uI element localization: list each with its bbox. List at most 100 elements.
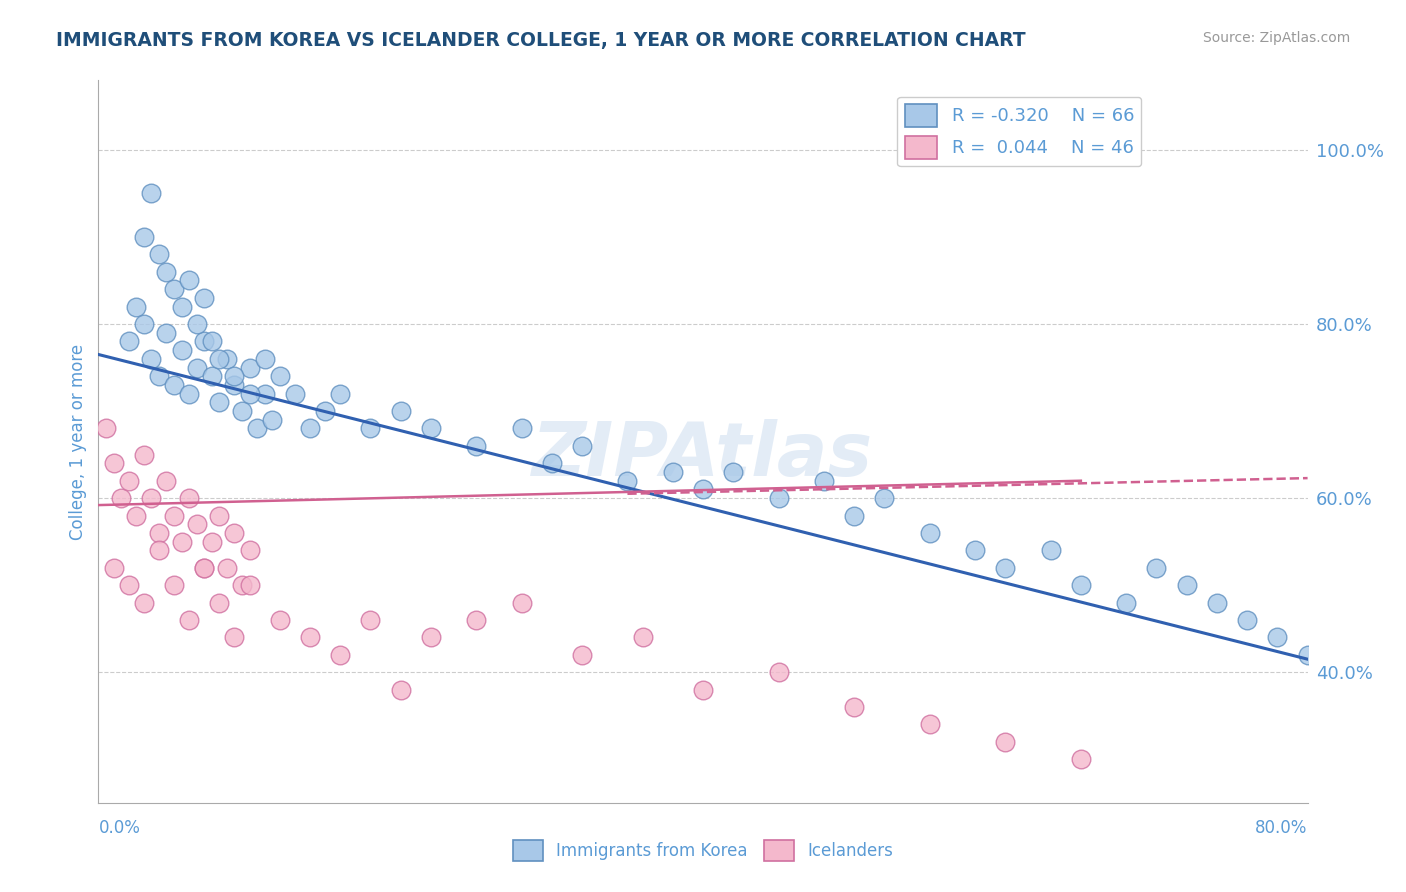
Point xyxy=(186,317,208,331)
Point xyxy=(231,578,253,592)
Point xyxy=(540,456,562,470)
Text: Source: ZipAtlas.com: Source: ZipAtlas.com xyxy=(1202,31,1350,45)
Point xyxy=(94,421,117,435)
Point xyxy=(844,508,866,523)
Point xyxy=(193,334,215,349)
Point xyxy=(284,386,307,401)
Point xyxy=(163,378,186,392)
Point xyxy=(246,421,269,435)
Point xyxy=(201,534,224,549)
Point xyxy=(186,360,208,375)
Point xyxy=(329,386,352,401)
Text: IMMIGRANTS FROM KOREA VS ICELANDER COLLEGE, 1 YEAR OR MORE CORRELATION CHART: IMMIGRANTS FROM KOREA VS ICELANDER COLLE… xyxy=(56,31,1026,50)
Point xyxy=(389,682,412,697)
Text: ZIPAtlas: ZIPAtlas xyxy=(533,419,873,492)
Point xyxy=(201,369,224,384)
Point xyxy=(239,386,262,401)
Point xyxy=(141,351,163,366)
Point xyxy=(269,613,291,627)
Point xyxy=(420,631,443,645)
Point xyxy=(510,421,533,435)
Point xyxy=(110,491,132,505)
Point xyxy=(239,360,262,375)
Point xyxy=(269,369,291,384)
Point xyxy=(1070,578,1092,592)
Point xyxy=(918,525,941,540)
Point xyxy=(208,351,231,366)
Point xyxy=(360,421,382,435)
Point xyxy=(239,578,262,592)
Point xyxy=(163,282,186,296)
Point xyxy=(148,543,170,558)
Point xyxy=(1144,561,1167,575)
Point xyxy=(193,561,215,575)
Point xyxy=(224,369,246,384)
Point xyxy=(571,439,593,453)
Point xyxy=(208,596,231,610)
Point xyxy=(1296,648,1319,662)
Point xyxy=(262,413,284,427)
Point xyxy=(299,631,322,645)
Point xyxy=(329,648,352,662)
Point xyxy=(208,508,231,523)
Point xyxy=(215,561,238,575)
Point xyxy=(118,474,141,488)
Point xyxy=(155,265,177,279)
Point xyxy=(208,395,231,409)
Point xyxy=(179,613,201,627)
Point xyxy=(723,465,745,479)
Point xyxy=(118,578,141,592)
Point xyxy=(965,543,987,558)
Point xyxy=(132,317,155,331)
Point xyxy=(813,474,835,488)
Y-axis label: College, 1 year or more: College, 1 year or more xyxy=(69,343,87,540)
Point xyxy=(1267,631,1289,645)
Point xyxy=(692,483,714,497)
Point xyxy=(148,525,170,540)
Point xyxy=(179,386,201,401)
Point xyxy=(141,186,163,201)
Point xyxy=(510,596,533,610)
Point xyxy=(465,613,488,627)
Point xyxy=(201,334,224,349)
Point xyxy=(768,665,790,680)
Point xyxy=(571,648,593,662)
Point xyxy=(179,491,201,505)
Point xyxy=(253,386,276,401)
Point xyxy=(224,525,246,540)
Point xyxy=(1039,543,1062,558)
Point xyxy=(994,561,1017,575)
Point xyxy=(103,561,125,575)
Point xyxy=(125,300,148,314)
Point xyxy=(1070,752,1092,766)
Point xyxy=(661,465,683,479)
Point xyxy=(215,351,238,366)
Point xyxy=(1236,613,1258,627)
Point xyxy=(844,700,866,714)
Point xyxy=(616,474,638,488)
Point xyxy=(193,561,215,575)
Point xyxy=(148,247,170,261)
Point xyxy=(873,491,896,505)
Point xyxy=(360,613,382,627)
Point xyxy=(170,534,193,549)
Point xyxy=(170,343,193,358)
Point xyxy=(132,448,155,462)
Point xyxy=(163,508,186,523)
Point xyxy=(170,300,193,314)
Point xyxy=(239,543,262,558)
Point xyxy=(193,291,215,305)
Point xyxy=(918,717,941,731)
Point xyxy=(1206,596,1229,610)
Point xyxy=(163,578,186,592)
Point xyxy=(389,404,412,418)
Point xyxy=(692,682,714,697)
Point xyxy=(1175,578,1198,592)
Point xyxy=(224,631,246,645)
Point xyxy=(141,491,163,505)
Point xyxy=(420,421,443,435)
Point xyxy=(994,735,1017,749)
Point xyxy=(224,378,246,392)
Point xyxy=(253,351,276,366)
Point xyxy=(1115,596,1137,610)
